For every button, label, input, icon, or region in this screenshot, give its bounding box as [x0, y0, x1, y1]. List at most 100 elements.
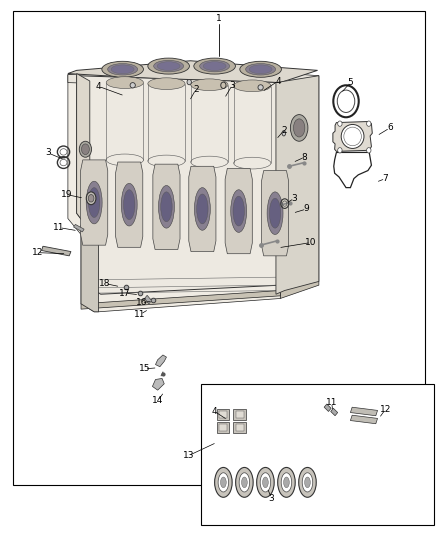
Ellipse shape	[367, 148, 371, 153]
Polygon shape	[155, 355, 166, 367]
Ellipse shape	[293, 119, 305, 137]
Ellipse shape	[148, 78, 185, 90]
Ellipse shape	[338, 121, 342, 126]
Bar	[236, 424, 244, 431]
Ellipse shape	[200, 60, 230, 72]
Polygon shape	[116, 162, 143, 247]
Text: 4: 4	[96, 82, 101, 91]
Text: 16: 16	[136, 298, 147, 307]
Ellipse shape	[157, 62, 180, 70]
Ellipse shape	[257, 467, 274, 497]
Bar	[219, 424, 227, 431]
Polygon shape	[152, 378, 164, 390]
Text: 3: 3	[229, 81, 235, 90]
Text: 11: 11	[326, 398, 337, 407]
Ellipse shape	[240, 61, 281, 77]
Ellipse shape	[88, 188, 100, 217]
Ellipse shape	[258, 85, 263, 90]
Ellipse shape	[191, 79, 228, 91]
Ellipse shape	[299, 467, 316, 497]
Ellipse shape	[121, 183, 137, 226]
Polygon shape	[68, 61, 318, 83]
Polygon shape	[77, 74, 99, 232]
Polygon shape	[261, 171, 289, 256]
Ellipse shape	[284, 477, 289, 488]
Ellipse shape	[260, 473, 271, 492]
Ellipse shape	[239, 473, 250, 492]
Text: 3: 3	[291, 194, 297, 203]
Ellipse shape	[305, 477, 310, 488]
Text: 2: 2	[193, 85, 198, 94]
Ellipse shape	[341, 124, 364, 148]
Polygon shape	[350, 415, 378, 424]
Text: 12: 12	[32, 248, 43, 257]
Text: 5: 5	[347, 78, 353, 87]
Bar	[233, 409, 246, 420]
Polygon shape	[153, 164, 180, 249]
Polygon shape	[331, 408, 338, 416]
Polygon shape	[350, 407, 378, 416]
Ellipse shape	[246, 63, 276, 75]
Ellipse shape	[236, 467, 253, 497]
Ellipse shape	[161, 192, 172, 222]
Text: 13: 13	[183, 451, 194, 460]
Ellipse shape	[81, 144, 89, 155]
Ellipse shape	[124, 190, 135, 220]
Ellipse shape	[148, 58, 189, 74]
Text: 11: 11	[134, 310, 146, 319]
Polygon shape	[77, 76, 280, 294]
Ellipse shape	[108, 63, 138, 75]
Polygon shape	[81, 225, 99, 312]
Ellipse shape	[218, 473, 229, 492]
Polygon shape	[81, 290, 280, 309]
Text: 19: 19	[61, 190, 72, 199]
Ellipse shape	[86, 181, 102, 224]
Text: 7: 7	[382, 174, 389, 183]
Ellipse shape	[215, 467, 232, 497]
Ellipse shape	[233, 80, 271, 92]
Text: 9: 9	[304, 205, 310, 213]
Ellipse shape	[302, 473, 313, 492]
Polygon shape	[280, 76, 319, 298]
Ellipse shape	[102, 61, 144, 77]
Ellipse shape	[154, 60, 184, 72]
Ellipse shape	[231, 190, 247, 232]
Text: 11: 11	[53, 223, 65, 232]
Text: 15: 15	[139, 365, 150, 373]
Ellipse shape	[249, 65, 272, 74]
Ellipse shape	[344, 127, 361, 146]
Ellipse shape	[242, 477, 247, 488]
Ellipse shape	[130, 83, 135, 88]
Text: 10: 10	[305, 238, 317, 247]
Text: 12: 12	[380, 405, 391, 414]
Polygon shape	[42, 246, 71, 256]
Ellipse shape	[187, 79, 191, 85]
Ellipse shape	[111, 65, 134, 74]
Polygon shape	[333, 122, 372, 151]
Bar	[217, 409, 229, 420]
Text: 14: 14	[152, 397, 163, 405]
Ellipse shape	[278, 467, 295, 497]
Bar	[13, 11, 425, 485]
Ellipse shape	[282, 131, 286, 136]
Polygon shape	[81, 160, 108, 245]
Polygon shape	[324, 404, 331, 411]
Bar	[217, 422, 229, 433]
Polygon shape	[145, 295, 152, 304]
Ellipse shape	[79, 141, 92, 157]
Text: 6: 6	[387, 124, 393, 132]
Ellipse shape	[267, 192, 283, 235]
Ellipse shape	[233, 196, 244, 226]
Ellipse shape	[367, 121, 371, 126]
Ellipse shape	[290, 115, 308, 141]
Ellipse shape	[220, 477, 226, 488]
Text: 3: 3	[45, 149, 51, 157]
Text: 4: 4	[276, 77, 281, 85]
Text: 3: 3	[268, 494, 275, 503]
Ellipse shape	[194, 58, 236, 74]
Ellipse shape	[263, 477, 268, 488]
Text: 1: 1	[216, 14, 222, 23]
Ellipse shape	[197, 194, 208, 224]
Polygon shape	[225, 168, 252, 254]
Polygon shape	[68, 67, 319, 88]
